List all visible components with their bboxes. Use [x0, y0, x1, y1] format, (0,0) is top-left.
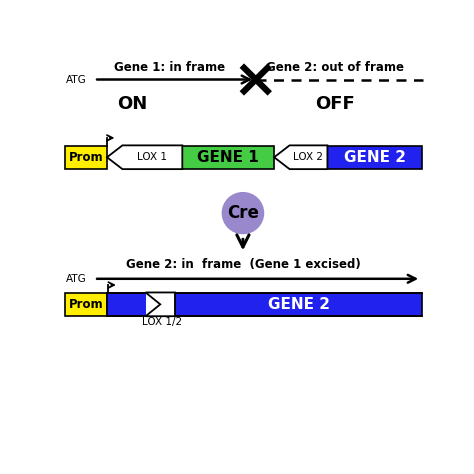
Text: ATG: ATG — [66, 74, 87, 84]
Text: ON: ON — [118, 95, 148, 113]
Polygon shape — [107, 146, 182, 169]
Circle shape — [222, 192, 264, 234]
Text: GENE 2: GENE 2 — [268, 297, 329, 312]
Polygon shape — [274, 146, 328, 169]
Text: GENE 2: GENE 2 — [344, 150, 406, 165]
Bar — [65, 146, 107, 169]
Text: ATG: ATG — [66, 274, 87, 284]
Text: Gene 2: in  frame  (Gene 1 excised): Gene 2: in frame (Gene 1 excised) — [126, 258, 360, 271]
Polygon shape — [146, 292, 175, 316]
Text: Gene 1: in frame: Gene 1: in frame — [114, 61, 225, 73]
Bar — [175, 293, 422, 316]
Text: GENE 1: GENE 1 — [197, 150, 259, 165]
Bar — [107, 293, 146, 316]
Text: Gene 2: out of frame: Gene 2: out of frame — [266, 61, 404, 73]
Bar — [65, 293, 107, 316]
Text: OFF: OFF — [315, 95, 355, 113]
Bar — [182, 146, 274, 169]
Text: LOX 1/2: LOX 1/2 — [142, 317, 182, 327]
Text: LOX 2: LOX 2 — [293, 152, 323, 162]
Text: LOX 1: LOX 1 — [137, 152, 167, 162]
Text: Prom: Prom — [69, 151, 103, 164]
Text: Prom: Prom — [69, 298, 103, 311]
Text: Cre: Cre — [227, 204, 259, 222]
Bar — [328, 146, 422, 169]
